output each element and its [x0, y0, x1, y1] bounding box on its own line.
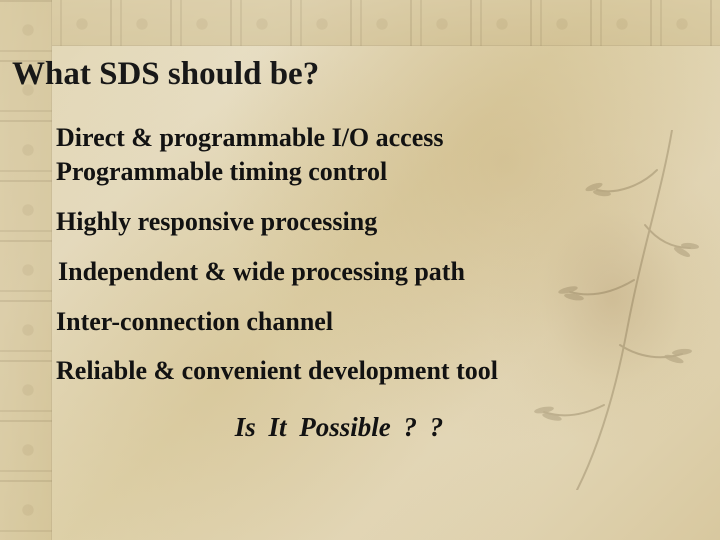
bullet-item: Independent & wide processing path — [58, 257, 680, 287]
bullet-item: Inter-connection channel — [56, 307, 680, 337]
slide-footer-question: Is It Possible ? ? — [18, 412, 680, 443]
bullet-item: Direct & programmable I/O access — [56, 123, 680, 153]
slide-content: What SDS should be? Direct & programmabl… — [0, 0, 720, 540]
bullet-list: Direct & programmable I/O access Program… — [56, 123, 680, 386]
slide-title: What SDS should be? — [12, 56, 680, 93]
bullet-item: Programmable timing control — [56, 157, 680, 187]
bullet-item: Highly responsive processing — [56, 207, 680, 237]
bullet-item: Reliable & convenient development tool — [56, 356, 680, 386]
